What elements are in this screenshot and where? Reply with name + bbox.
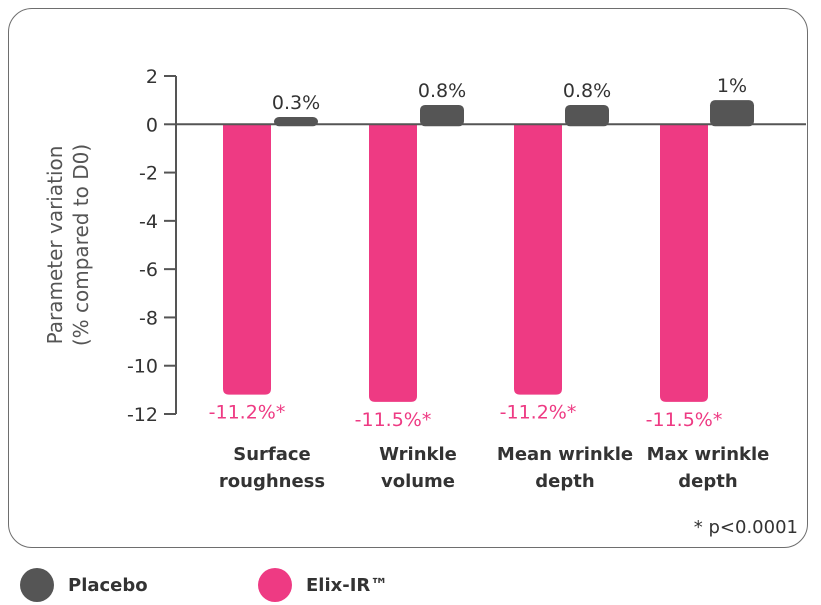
y-tick-label: -10 [127,356,158,378]
data-label-placebo: 0.8% [418,80,466,102]
category-label: Max wrinkle [647,444,770,465]
legend-label-elix: Elix-IR™ [306,574,389,596]
category-label: volume [381,471,455,492]
category-label: roughness [219,471,325,492]
category-label: depth [535,471,594,492]
data-label-placebo: 0.8% [563,80,611,102]
data-label-elix: -11.2%* [209,402,286,424]
y-axis-title: Parameter variation [43,146,67,345]
bar-placebo [565,104,609,127]
bar-placebo [710,100,754,127]
bar-chart: 2 0 -2 -4 -6 -8 -10 -12 Parameter variation (% co… [43,66,806,538]
footnote: * p<0.0001 [694,517,798,538]
category-label: Surface [233,444,311,465]
bar-elix [369,124,417,402]
bar-elix [514,124,562,395]
y-tick-label: -12 [127,404,158,426]
y-axis-subtitle: (% compared to D0) [69,144,93,346]
bar-elix [660,124,708,402]
legend-swatch-placebo [20,568,54,602]
y-tick-label: 0 [146,114,158,136]
data-label-placebo: 1% [717,75,747,97]
data-label-placebo: 0.3% [272,92,320,114]
category-label: Wrinkle [379,444,457,465]
y-tick-label: -6 [139,259,158,281]
data-label-elix: -11.2%* [500,402,577,424]
y-tick-label: 2 [146,66,158,88]
bar-placebo [420,104,464,127]
y-tick-label: -4 [139,211,158,233]
legend-item-placebo: Placebo [20,568,148,602]
y-tick-label: -2 [139,163,158,185]
legend-item-elix: Elix-IR™ [258,568,388,602]
bar-elix [223,124,271,395]
data-label-elix: -11.5%* [646,409,723,431]
category-label: Mean wrinkle [497,444,633,465]
legend-swatch-elix [258,568,292,602]
y-tick-label: -8 [139,307,158,329]
category-label: depth [678,471,737,492]
legend-label-placebo: Placebo [68,574,148,596]
data-label-elix: -11.5%* [355,409,432,431]
